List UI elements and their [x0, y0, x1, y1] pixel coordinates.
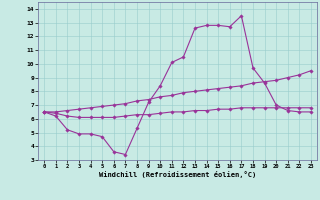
X-axis label: Windchill (Refroidissement éolien,°C): Windchill (Refroidissement éolien,°C): [99, 171, 256, 178]
